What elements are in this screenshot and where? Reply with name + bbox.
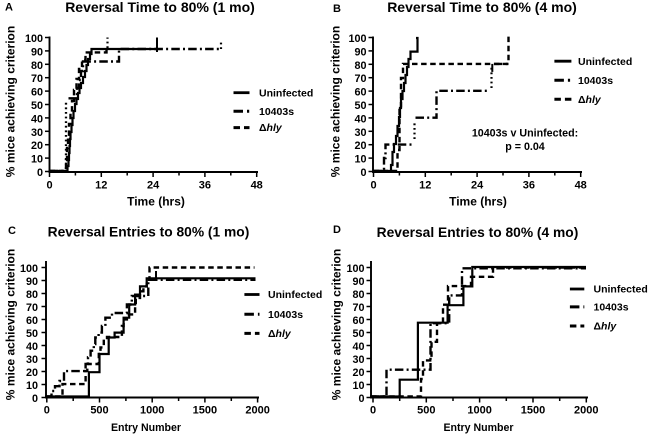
svg-text:0: 0: [370, 180, 376, 192]
svg-text:70: 70: [31, 73, 43, 85]
svg-text:10: 10: [26, 380, 38, 392]
svg-text:1500: 1500: [521, 405, 545, 417]
svg-text:50: 50: [31, 100, 43, 112]
svg-text:30: 30: [352, 354, 364, 366]
svg-text:80: 80: [352, 289, 364, 301]
svg-text:60: 60: [352, 315, 364, 327]
svg-text:Δhly: Δhly: [268, 328, 292, 340]
svg-text:10: 10: [354, 154, 366, 166]
svg-text:C: C: [8, 225, 16, 237]
svg-text:p = 0.04: p = 0.04: [505, 141, 545, 153]
svg-text:36: 36: [523, 180, 535, 192]
svg-text:Reversal Entries to 80% (1 mo): Reversal Entries to 80% (1 mo): [48, 225, 250, 240]
svg-text:80: 80: [31, 60, 43, 72]
svg-text:60: 60: [354, 87, 366, 99]
svg-text:10403s: 10403s: [578, 75, 613, 87]
svg-text:70: 70: [354, 73, 366, 85]
svg-text:10403s: 10403s: [259, 106, 294, 118]
svg-text:2000: 2000: [574, 405, 598, 417]
svg-text:1000: 1000: [140, 405, 164, 417]
svg-text:30: 30: [354, 127, 366, 139]
svg-text:Uninfected: Uninfected: [578, 56, 632, 68]
svg-text:90: 90: [26, 276, 38, 288]
svg-text:0: 0: [32, 393, 38, 405]
svg-text:Reversal Entries to 80% (4 mo): Reversal Entries to 80% (4 mo): [377, 225, 579, 240]
svg-text:40: 40: [352, 341, 364, 353]
svg-text:70: 70: [26, 302, 38, 314]
svg-text:D: D: [333, 224, 341, 236]
svg-text:50: 50: [352, 328, 364, 340]
svg-text:70: 70: [352, 302, 364, 314]
svg-text:20: 20: [31, 140, 43, 152]
svg-text:20: 20: [352, 367, 364, 379]
svg-text:0: 0: [360, 167, 366, 179]
svg-text:90: 90: [352, 276, 364, 288]
svg-text:Uninfected: Uninfected: [259, 87, 313, 99]
svg-text:12: 12: [95, 180, 107, 192]
svg-text:1000: 1000: [467, 405, 491, 417]
svg-text:60: 60: [26, 315, 38, 327]
svg-text:48: 48: [575, 180, 587, 192]
svg-text:80: 80: [354, 60, 366, 72]
svg-text:40: 40: [354, 113, 366, 125]
svg-text:20: 20: [26, 367, 38, 379]
svg-text:0: 0: [37, 167, 43, 179]
svg-text:30: 30: [31, 127, 43, 139]
svg-text:0: 0: [370, 405, 376, 417]
svg-text:100: 100: [348, 33, 366, 45]
svg-text:500: 500: [90, 405, 108, 417]
svg-text:10403s: 10403s: [268, 309, 303, 321]
svg-text:0: 0: [46, 180, 52, 192]
svg-text:Entry Number: Entry Number: [111, 422, 181, 434]
svg-text:Δhly: Δhly: [594, 321, 618, 333]
svg-text:50: 50: [26, 328, 38, 340]
svg-text:100: 100: [346, 263, 364, 275]
svg-text:% mice achieving criterion: % mice achieving criterion: [4, 249, 18, 400]
svg-text:24: 24: [471, 180, 484, 192]
svg-text:Δhly: Δhly: [578, 94, 602, 106]
svg-text:Entry Number: Entry Number: [443, 422, 513, 434]
svg-text:% mice achieving criterion: % mice achieving criterion: [330, 249, 344, 400]
svg-text:24: 24: [147, 180, 160, 192]
svg-text:Uninfected: Uninfected: [594, 284, 648, 296]
svg-text:Reversal Time to 80% (4 mo): Reversal Time to 80% (4 mo): [387, 0, 577, 15]
svg-text:30: 30: [26, 354, 38, 366]
svg-text:Uninfected: Uninfected: [268, 289, 322, 301]
svg-text:40: 40: [26, 341, 38, 353]
svg-text:B: B: [333, 3, 341, 15]
svg-text:48: 48: [251, 180, 263, 192]
svg-text:90: 90: [31, 46, 43, 58]
svg-text:10: 10: [352, 380, 364, 392]
svg-text:Time (hrs): Time (hrs): [449, 195, 507, 209]
svg-text:% mice achieving criterion: % mice achieving criterion: [4, 26, 18, 177]
svg-text:A: A: [5, 2, 13, 14]
svg-text:60: 60: [31, 87, 43, 99]
svg-text:10403s v Uninfected:: 10403s v Uninfected:: [472, 128, 578, 140]
svg-text:% mice achieving criterion: % mice achieving criterion: [329, 26, 343, 177]
svg-text:Δhly: Δhly: [259, 122, 283, 134]
svg-text:0: 0: [44, 405, 50, 417]
svg-text:2000: 2000: [245, 405, 269, 417]
svg-text:36: 36: [199, 180, 211, 192]
svg-text:12: 12: [419, 180, 431, 192]
svg-text:10: 10: [31, 154, 43, 166]
svg-text:Reversal Time to 80% (1 mo): Reversal Time to 80% (1 mo): [65, 0, 255, 15]
svg-text:50: 50: [354, 100, 366, 112]
svg-text:1500: 1500: [193, 405, 217, 417]
svg-text:80: 80: [26, 289, 38, 301]
svg-text:40: 40: [31, 113, 43, 125]
svg-text:0: 0: [358, 393, 364, 405]
svg-text:10403s: 10403s: [594, 302, 629, 314]
svg-text:500: 500: [417, 405, 435, 417]
svg-text:20: 20: [354, 140, 366, 152]
svg-text:100: 100: [25, 33, 43, 45]
svg-text:Time (hrs): Time (hrs): [127, 195, 185, 209]
svg-text:100: 100: [20, 263, 38, 275]
svg-text:90: 90: [354, 46, 366, 58]
